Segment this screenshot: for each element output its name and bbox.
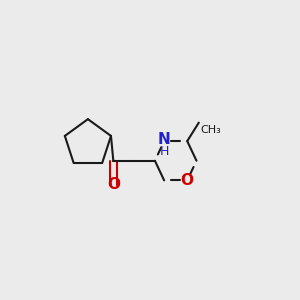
- Text: N: N: [158, 132, 170, 147]
- Text: CH₃: CH₃: [200, 125, 221, 135]
- Text: H: H: [160, 145, 169, 158]
- Text: O: O: [107, 178, 120, 193]
- Text: O: O: [181, 173, 194, 188]
